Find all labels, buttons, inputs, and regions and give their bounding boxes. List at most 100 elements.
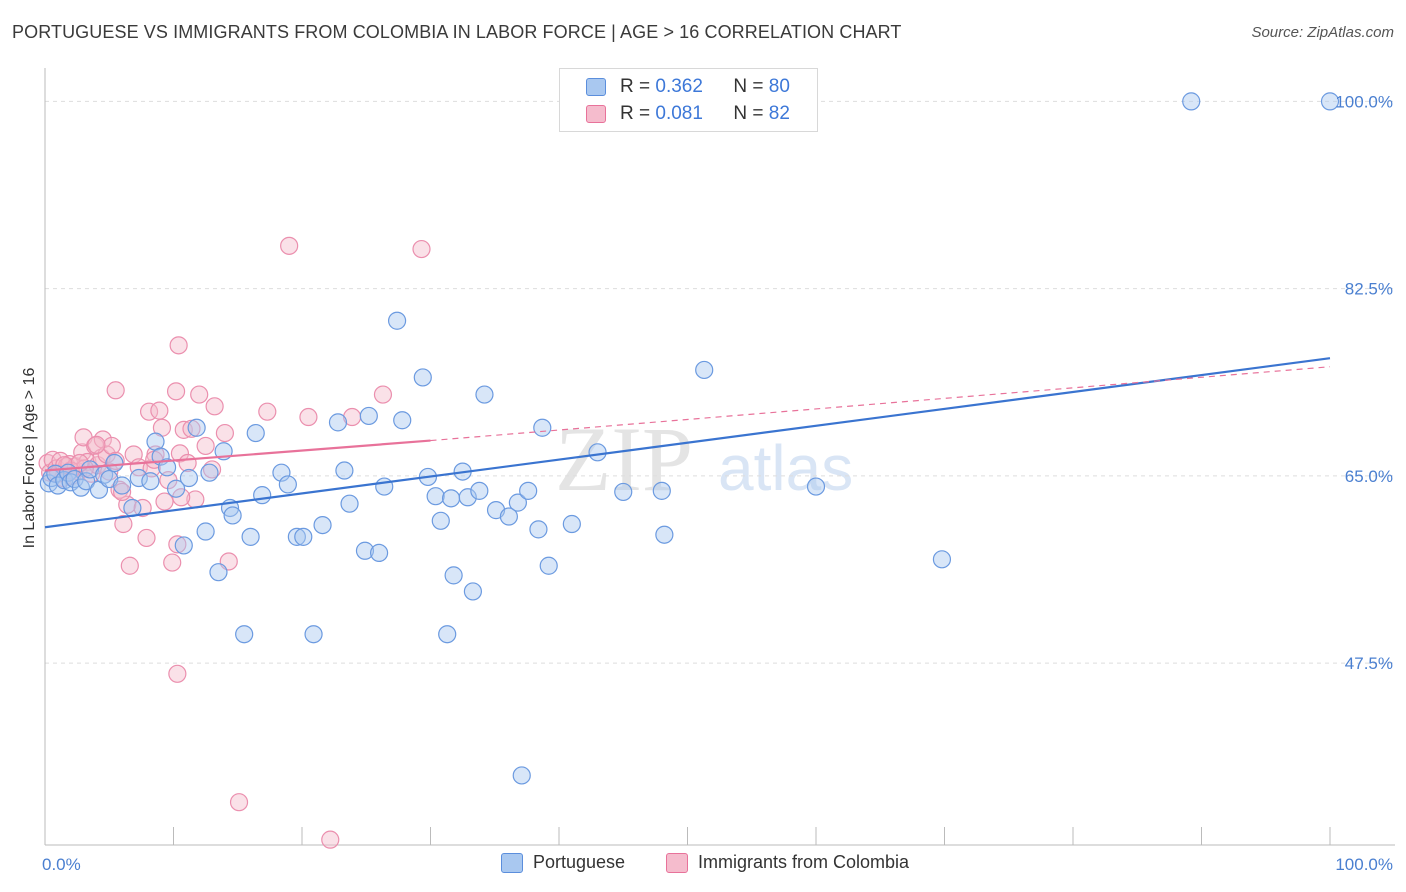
point-portuguese	[359, 406, 378, 426]
point-colombia	[412, 239, 431, 259]
series-portuguese-points	[39, 92, 1340, 785]
y-tick-label: 100.0%	[1335, 92, 1393, 111]
point-portuguese	[313, 515, 332, 535]
point-colombia	[150, 401, 169, 420]
point-portuguese	[355, 541, 375, 560]
point-portuguese	[393, 411, 412, 430]
point-portuguese	[157, 458, 177, 477]
point-colombia	[172, 488, 191, 507]
chart-title: PORTUGUESE VS IMMIGRANTS FROM COLOMBIA I…	[12, 22, 902, 42]
legend-row-portuguese: R = 0.362 N = 80	[586, 75, 790, 99]
point-portuguese	[562, 514, 581, 534]
point-colombia	[163, 553, 182, 572]
point-portuguese	[458, 488, 477, 507]
point-portuguese	[652, 481, 671, 500]
point-portuguese	[196, 522, 215, 541]
point-portuguese	[80, 460, 100, 479]
point-portuguese	[174, 536, 193, 555]
point-colombia	[168, 664, 187, 683]
point-colombia	[106, 381, 125, 400]
point-colombia	[87, 435, 106, 454]
point-colombia	[114, 514, 133, 534]
trendline-colombia-extension	[430, 366, 1331, 442]
point-portuguese	[223, 506, 242, 525]
point-colombia	[178, 453, 197, 473]
series-legend: Portuguese Immigrants from Colombia	[0, 852, 1406, 878]
point-colombia	[112, 482, 132, 502]
point-portuguese	[287, 527, 306, 546]
point-portuguese	[241, 527, 260, 546]
series-legend-label: Portuguese	[533, 852, 626, 872]
point-portuguese	[1320, 92, 1340, 111]
point-colombia	[168, 535, 187, 554]
point-colombia	[321, 830, 340, 849]
point-portuguese	[512, 766, 531, 785]
point-portuguese	[1182, 92, 1201, 111]
point-portuguese	[246, 423, 265, 443]
tick-labels: 47.5% 65.0% 82.5% 100.0% 0.0% 100.0%	[42, 92, 1393, 874]
point-portuguese	[426, 487, 445, 506]
point-portuguese	[695, 360, 714, 380]
legend-n-label: N =	[733, 103, 764, 124]
x-tick-label: 100.0%	[1335, 855, 1393, 874]
point-colombia	[280, 236, 299, 255]
point-portuguese	[655, 525, 674, 544]
point-colombia	[170, 444, 190, 463]
point-portuguese	[529, 520, 548, 539]
point-portuguese	[166, 479, 186, 498]
legend-swatch-pink	[586, 105, 606, 123]
point-portuguese	[328, 413, 348, 432]
point-colombia	[299, 407, 318, 427]
point-portuguese	[508, 493, 527, 512]
point-colombia	[202, 460, 222, 479]
trendlines	[44, 357, 1331, 529]
point-portuguese	[200, 463, 219, 482]
point-portuguese	[187, 418, 206, 437]
legend-n-value: 80	[768, 76, 790, 97]
point-portuguese	[253, 486, 272, 505]
point-portuguese	[340, 494, 359, 513]
legend-r-label: R =	[620, 103, 651, 124]
y-tick-label: 65.0%	[1345, 467, 1393, 486]
point-portuguese	[375, 477, 394, 496]
point-portuguese	[235, 625, 254, 644]
point-colombia	[258, 402, 277, 421]
point-portuguese	[533, 418, 552, 437]
point-portuguese	[272, 463, 291, 482]
legend-r-value: 0.081	[655, 103, 703, 124]
series-legend-swatch-pink	[666, 852, 688, 873]
trendline-portuguese	[44, 357, 1331, 529]
point-portuguese	[444, 566, 463, 585]
point-colombia	[196, 436, 215, 456]
y-axis-label: In Labor Force | Age > 16	[21, 368, 38, 549]
point-portuguese	[806, 477, 826, 496]
point-colombia	[215, 423, 234, 443]
stats-legend: R = 0.362 N = 80 R = 0.081 N = 82	[559, 68, 818, 132]
legend-n-label: N =	[733, 76, 764, 97]
point-portuguese	[387, 311, 407, 330]
point-portuguese	[413, 368, 432, 387]
point-colombia	[137, 528, 156, 548]
point-colombia	[205, 397, 224, 416]
series-legend-label: Immigrants from Colombia	[698, 852, 910, 872]
point-portuguese	[141, 472, 160, 491]
point-portuguese	[588, 443, 607, 462]
legend-r-label: R =	[620, 76, 651, 97]
point-portuguese	[499, 507, 518, 526]
series-colombia-points	[38, 236, 431, 849]
point-colombia	[166, 382, 186, 401]
legend-row-colombia: R = 0.081 N = 82	[586, 102, 790, 126]
point-portuguese	[112, 476, 132, 495]
point-portuguese	[475, 385, 494, 404]
point-colombia	[133, 498, 152, 518]
point-portuguese	[519, 481, 538, 500]
grid	[45, 100, 1395, 664]
point-colombia	[100, 462, 119, 481]
point-colombia	[155, 492, 174, 511]
point-portuguese	[304, 625, 323, 644]
point-portuguese	[335, 461, 354, 480]
legend-r-value: 0.362	[655, 76, 703, 97]
y-tick-label: 47.5%	[1345, 654, 1393, 673]
point-portuguese	[179, 468, 199, 488]
